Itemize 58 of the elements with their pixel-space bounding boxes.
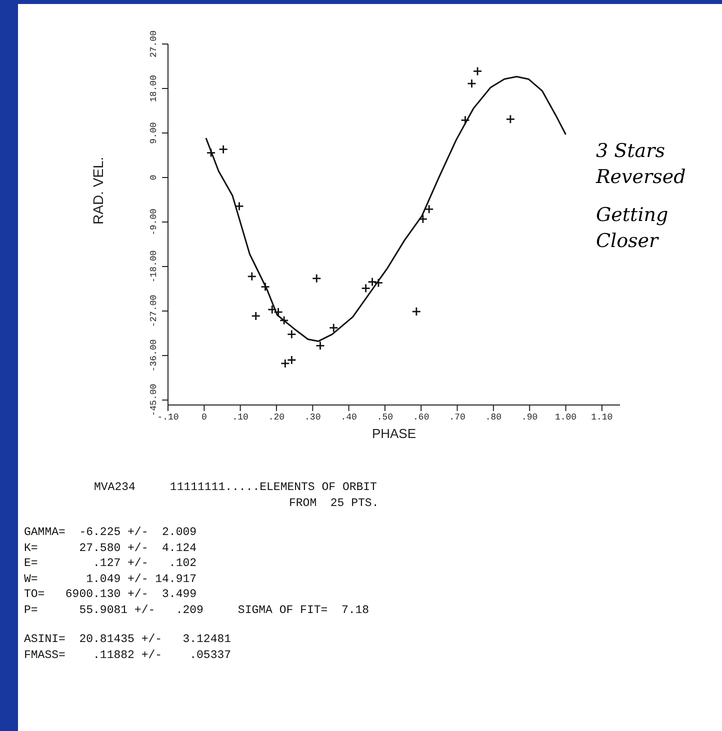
x-tick-label: .30 — [304, 412, 321, 422]
y-tick-label: -18.00 — [149, 250, 159, 283]
y-tick-label: 9.00 — [149, 122, 159, 144]
text: K= 27.580 +/- 4.124 — [24, 540, 198, 556]
point — [424, 204, 434, 214]
x-tick-label: .20 — [268, 412, 285, 422]
x-tick-label: .40 — [340, 412, 357, 422]
x-tick-label: .70 — [449, 412, 466, 422]
text: TO= 6900.130 +/- 3.499 — [24, 587, 198, 602]
y-tick-label: -9.00 — [149, 208, 159, 236]
point — [412, 306, 422, 316]
text: FMASS= .11882 +/- .05337 — [24, 648, 232, 663]
point — [472, 66, 482, 76]
y-axis-title: RAD. VEL. — [90, 156, 106, 224]
y-tick-label: -27.00 — [149, 294, 159, 328]
point — [312, 274, 322, 284]
point — [506, 114, 516, 124]
x-tick-label: 1.00 — [554, 412, 577, 422]
text: FROM 25 PTS. — [288, 496, 379, 511]
x-tick-label: 1.10 — [591, 412, 613, 422]
x-tick-label: .60 — [413, 412, 430, 422]
y-tick-label: -36.00 — [149, 339, 159, 372]
point — [368, 277, 378, 287]
point — [418, 214, 428, 224]
text: ASINI= 20.81435 +/- 3.12481 — [24, 632, 232, 648]
x-tick-label: .50 — [376, 412, 394, 422]
x-axis-title: PHASE — [372, 426, 416, 441]
point — [374, 278, 384, 288]
point — [260, 282, 270, 292]
point — [316, 340, 325, 350]
text: P= 55.9081 +/- .209 SIGMA OF FIT= 7.18 — [24, 602, 370, 618]
point — [467, 78, 476, 88]
annotation: 3 Stars Reversed — [596, 139, 687, 190]
point — [286, 330, 296, 339]
annotation: Getting Closer — [596, 203, 670, 254]
point — [247, 272, 257, 282]
point — [280, 358, 290, 368]
point — [286, 355, 296, 365]
point — [218, 144, 228, 154]
x-tick-label: .10 — [232, 412, 248, 422]
point — [460, 115, 470, 125]
point — [279, 316, 289, 326]
x-tick-label: -.10 — [157, 412, 179, 422]
x-tick-label: 0 — [201, 412, 207, 422]
point — [328, 323, 338, 333]
text: GAMMA= -6.225 +/- 2.009 — [24, 525, 198, 540]
point — [251, 311, 261, 321]
point — [206, 148, 216, 158]
x-tick-label: .90 — [522, 412, 538, 422]
y-tick-label: 27.00 — [149, 30, 159, 58]
point — [361, 284, 370, 293]
x-tick-label: .80 — [485, 412, 502, 422]
text: W= 1.049 +/- 14.917 — [24, 572, 198, 587]
text: E= .127 +/- .102 — [24, 556, 198, 572]
y-tick-label: 18.00 — [149, 75, 159, 102]
y-tick-label: 0 — [149, 174, 159, 180]
y-tick-label: -45.00 — [149, 384, 159, 416]
text: MVA234 11111111.....ELEMENTS OF ORBIT — [93, 480, 378, 496]
